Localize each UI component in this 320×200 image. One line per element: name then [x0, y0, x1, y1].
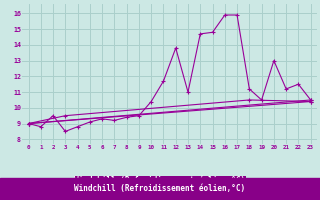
Text: Windchill (Refroidissement éolien,°C): Windchill (Refroidissement éolien,°C) [75, 176, 245, 184]
Text: Windchill (Refroidissement éolien,°C): Windchill (Refroidissement éolien,°C) [75, 184, 245, 194]
